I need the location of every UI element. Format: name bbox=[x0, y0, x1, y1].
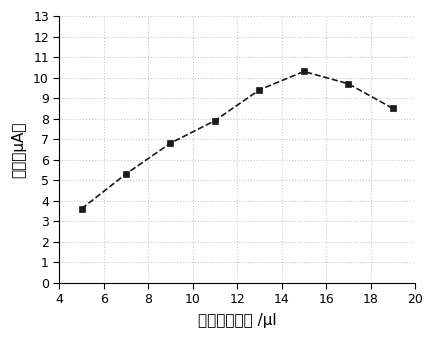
Y-axis label: 电流（μA）: 电流（μA） bbox=[11, 121, 26, 178]
X-axis label: 二氧化钓用量 /μl: 二氧化钓用量 /μl bbox=[198, 313, 276, 328]
